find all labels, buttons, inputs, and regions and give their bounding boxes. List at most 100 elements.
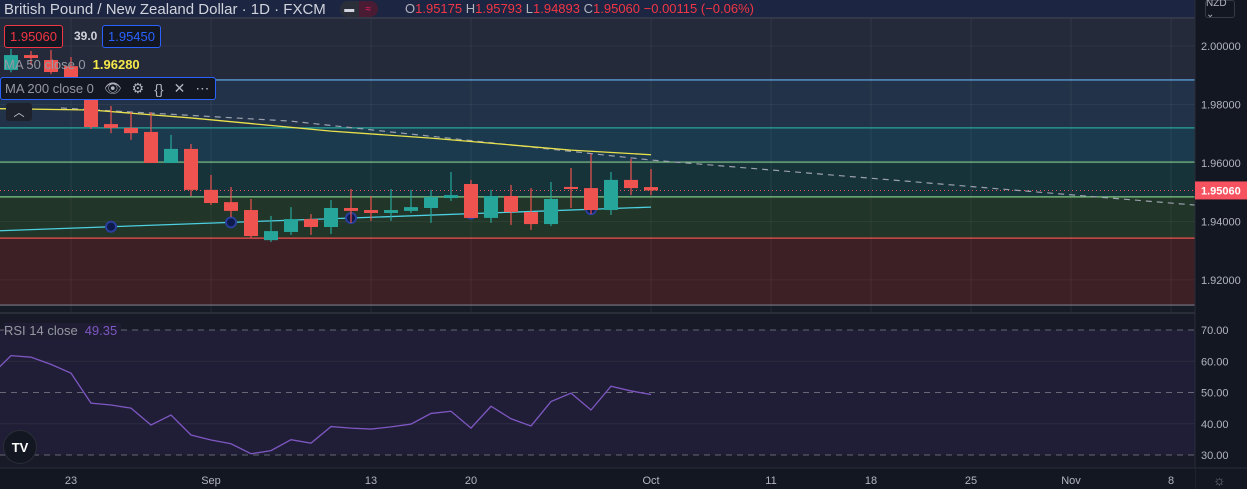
low-label: L xyxy=(525,1,533,16)
candle-down xyxy=(524,212,538,225)
price-tick-label: 1.94000 xyxy=(1201,216,1241,228)
candles xyxy=(4,48,658,242)
time-tick-label: Oct xyxy=(642,475,659,487)
candle-down xyxy=(564,186,578,189)
rsi-tick-label: 30.00 xyxy=(1201,450,1229,462)
candle-down xyxy=(24,55,38,58)
rsi-line xyxy=(0,354,652,455)
currency-button[interactable]: NZD ⌄ xyxy=(1205,0,1235,20)
gear-icon[interactable]: ⚙ xyxy=(131,80,145,96)
rsi-legend[interactable]: RSI 14 close 49.35 xyxy=(4,323,122,338)
candle-down xyxy=(504,196,518,213)
time-tick-label: 20 xyxy=(465,475,477,487)
close-icon[interactable]: ✕ xyxy=(173,80,186,96)
tradingview-logo[interactable]: TV xyxy=(3,430,37,464)
sell-button[interactable]: 1.95060 xyxy=(4,25,63,48)
candle-down xyxy=(124,127,138,134)
ma200-line xyxy=(0,206,652,232)
wave-icon[interactable]: ≈ xyxy=(358,1,378,17)
time-tick-label: 8 xyxy=(1168,475,1174,487)
source-code-icon[interactable]: {} xyxy=(154,80,164,97)
candle-up xyxy=(164,148,178,163)
level-band xyxy=(0,238,1195,306)
lower-band xyxy=(0,305,1195,313)
ma200-legend[interactable]: MA 200 close 0 👁 ⚙ {} ✕ ⋯ xyxy=(0,77,217,100)
chevron-up-icon: ︿ xyxy=(13,107,25,119)
candle-down xyxy=(84,96,98,127)
rsi-label: RSI 14 close xyxy=(4,323,78,338)
collapse-legend-button[interactable]: ︿ xyxy=(6,103,32,121)
candle-down xyxy=(624,179,638,189)
rsi-tick-label: 40.00 xyxy=(1201,419,1229,431)
time-tick-label: 11 xyxy=(765,475,776,487)
ohlc-readout: O1.95175 H1.95793 L1.94893 C1.95060 −0.0… xyxy=(405,1,754,16)
candle-down xyxy=(204,189,218,204)
candle-up xyxy=(424,196,438,208)
eye-icon[interactable]: 👁 xyxy=(103,80,122,96)
candle-down xyxy=(464,184,478,218)
rsi-tick-label: 70.00 xyxy=(1201,325,1229,337)
candle-up xyxy=(4,55,18,70)
spread-value: 39.0 xyxy=(74,29,98,43)
candle-up xyxy=(604,179,618,211)
candle-down xyxy=(244,210,258,237)
candle-up xyxy=(324,207,338,227)
rsi-tick-label: 60.00 xyxy=(1201,356,1229,368)
settings-icon[interactable]: ☼ xyxy=(1213,472,1226,488)
candle-down xyxy=(144,131,158,163)
more-icon[interactable]: ⋯ xyxy=(195,80,210,96)
open-value: 1.95175 xyxy=(415,1,463,16)
high-value: 1.95793 xyxy=(475,1,523,16)
candle-down xyxy=(364,210,378,213)
time-tick-label: 23 xyxy=(65,475,77,487)
candle-up xyxy=(284,219,298,232)
price-tick-label: 1.92000 xyxy=(1201,275,1241,287)
rsi-tick-label: 50.00 xyxy=(1201,388,1229,400)
ma200-marker xyxy=(105,220,117,233)
ma200-marker xyxy=(225,216,237,229)
time-tick-label: 18 xyxy=(865,475,877,487)
price-tick-label: 2.00000 xyxy=(1201,41,1241,53)
time-tick-label: 13 xyxy=(365,475,377,487)
time-tick-label: Sep xyxy=(201,475,221,487)
rsi-value: 49.35 xyxy=(84,323,118,338)
time-tick-label: Nov xyxy=(1061,475,1081,487)
change-value: −0.00115 (−0.06%) xyxy=(643,1,754,16)
trendline xyxy=(60,107,1196,206)
candle-down xyxy=(644,187,658,191)
low-value: 1.94893 xyxy=(533,1,580,16)
minus-icon[interactable]: ▬ xyxy=(344,3,355,15)
candle-down xyxy=(64,66,78,79)
chart-header: British Pound / New Zealand Dollar · 1D … xyxy=(0,0,378,18)
candle-down xyxy=(44,60,58,73)
candle-down xyxy=(184,148,198,190)
ma50-legend[interactable]: MA 50 close 0 1.96280 xyxy=(4,57,140,72)
close-label: C xyxy=(583,1,594,16)
candle-up xyxy=(404,207,418,211)
rsi-panel xyxy=(0,312,1247,468)
level-band xyxy=(0,127,1195,163)
current-price-badge xyxy=(1195,181,1247,200)
price-tick-label: 1.96000 xyxy=(1201,158,1241,170)
buy-sell-toggle[interactable]: ▬ ≈ xyxy=(339,1,378,17)
current-price-label: 1.95060 xyxy=(1201,185,1241,197)
price-tick-label: 1.98000 xyxy=(1201,99,1241,111)
high-label: H xyxy=(465,1,476,16)
buy-button[interactable]: 1.95450 xyxy=(102,25,161,48)
candle-down xyxy=(304,219,318,227)
time-tick-label: 25 xyxy=(965,475,977,487)
level-band xyxy=(0,17,1195,80)
ma50-label: MA 50 close 0 xyxy=(4,57,86,72)
symbol-title[interactable]: British Pound / New Zealand Dollar · 1D … xyxy=(4,0,326,18)
open-label: O xyxy=(405,1,416,16)
candle-up xyxy=(544,198,558,225)
candle-down xyxy=(224,202,238,211)
candle-up xyxy=(264,231,278,241)
ma50-value: 1.96280 xyxy=(92,57,140,72)
candle-down xyxy=(584,188,598,211)
candle-down xyxy=(344,207,358,211)
price-axis-bg xyxy=(1195,0,1247,489)
